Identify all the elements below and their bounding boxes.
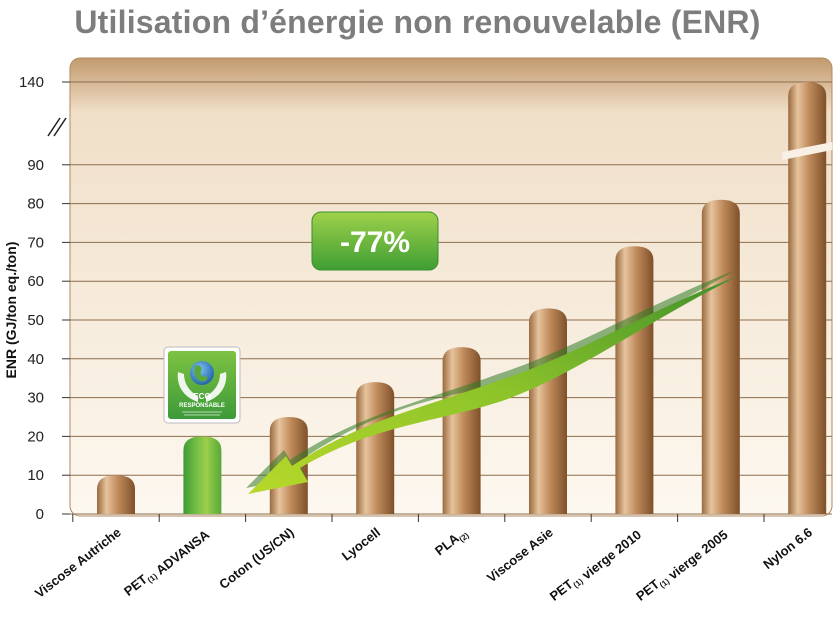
bar-shape — [788, 82, 827, 514]
chart-title: Utilisation d’énergie non renouvelable (… — [74, 4, 761, 40]
axis-break-mark — [47, 117, 67, 137]
bar — [529, 308, 567, 514]
logo-text-responsable: RESPONSABLE — [179, 403, 225, 409]
y-tick-label: 90 — [27, 157, 44, 174]
y-axis-ticks: 0 10 20 30 40 50 60 70 80 90 140 — [19, 74, 70, 523]
x-tick-label: Coton (US/CN) — [216, 525, 296, 592]
bar-shape — [442, 347, 481, 514]
y-tick-label: 10 — [27, 467, 44, 484]
x-tick-label: Viscose Autriche — [32, 525, 124, 601]
bar — [615, 246, 654, 514]
bar-shape — [529, 308, 567, 514]
x-tick-label: PET(1) ADVANSA — [121, 524, 213, 601]
y-tick-label: 30 — [27, 390, 44, 407]
bar — [97, 475, 135, 514]
y-tick-label: 0 — [36, 506, 44, 523]
y-tick-label: 40 — [27, 351, 44, 368]
reduction-badge: -77% — [311, 211, 439, 271]
x-tick-label: Nylon 6.6 — [760, 525, 815, 572]
bar — [442, 347, 481, 514]
x-tick-label: Lyocell — [339, 525, 383, 564]
x-tick-label: PET(1) vierge 2005 — [633, 525, 730, 607]
bar — [183, 436, 222, 514]
y-tick-label: 70 — [27, 234, 44, 251]
x-tick-label: PET(1) vierge 2010 — [547, 525, 644, 607]
y-tick-label: 140 — [19, 74, 44, 91]
trend-arrow — [246, 270, 738, 494]
x-tick-label: Viscose Asie — [484, 525, 556, 586]
y-tick-label: 20 — [27, 428, 44, 445]
logo-text-eco: ECO — [193, 392, 210, 401]
x-tick-label: PLA(2) — [432, 524, 471, 560]
y-tick-label: 80 — [27, 196, 44, 213]
reduction-badge-text: -77% — [340, 226, 410, 259]
bar-break-mark — [782, 142, 833, 160]
bar-shape — [97, 475, 135, 514]
y-tick-label: 50 — [27, 312, 44, 329]
eco-responsable-logo: ECO RESPONSABLE — [163, 346, 241, 424]
bar — [701, 199, 740, 514]
y-axis-label: ENR (GJ/ton eq./ton) — [3, 242, 19, 379]
bar-highlight — [183, 436, 222, 514]
bar — [356, 382, 395, 514]
bar-shape — [356, 382, 395, 514]
y-tick-label: 60 — [27, 273, 44, 290]
bar — [782, 82, 833, 514]
bar-shape — [615, 246, 654, 514]
bar-shape — [701, 199, 740, 514]
